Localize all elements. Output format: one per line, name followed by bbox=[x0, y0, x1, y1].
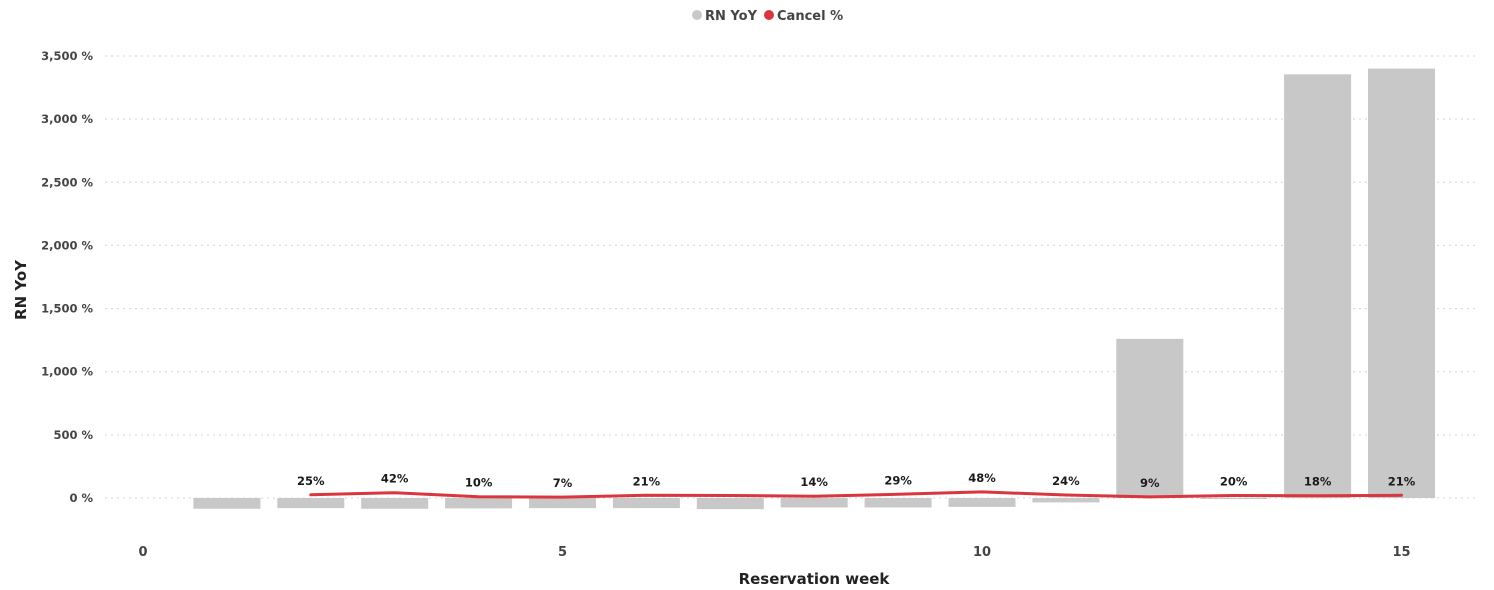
y-tick-label: 3,500 % bbox=[41, 49, 93, 63]
y-tick-label: 0 % bbox=[69, 491, 93, 505]
bar bbox=[193, 498, 261, 509]
bar bbox=[277, 498, 345, 509]
bar bbox=[612, 498, 680, 509]
legend-marker-cancel bbox=[764, 10, 774, 20]
y-axis-title: RN YoY bbox=[12, 259, 30, 320]
data-label: 25% bbox=[297, 474, 325, 488]
y-tick-label: 1,500 % bbox=[41, 302, 93, 316]
line-path bbox=[309, 490, 1403, 499]
y-tick-label: 500 % bbox=[53, 428, 93, 442]
bar bbox=[696, 498, 764, 510]
legend-label-cancel: Cancel % bbox=[777, 9, 843, 24]
bar bbox=[1032, 498, 1100, 503]
bar bbox=[445, 498, 513, 509]
bar bbox=[864, 498, 932, 508]
bar bbox=[1116, 338, 1184, 498]
y-tick-label: 1,000 % bbox=[41, 365, 93, 379]
gridlines bbox=[105, 55, 1475, 499]
legend: RN YoY Cancel % bbox=[692, 9, 843, 24]
data-label: 10% bbox=[465, 476, 493, 490]
data-label: 21% bbox=[1388, 474, 1416, 488]
x-tick-label: 5 bbox=[558, 545, 567, 560]
line-cancel-pct bbox=[309, 490, 1403, 499]
x-tick-label: 0 bbox=[138, 545, 147, 560]
bar bbox=[361, 498, 429, 509]
data-label: 29% bbox=[884, 473, 912, 487]
x-tick-label: 10 bbox=[973, 545, 991, 560]
bars-rn-yoy bbox=[193, 68, 1435, 510]
x-tick-label: 15 bbox=[1392, 545, 1410, 560]
bar bbox=[1284, 74, 1352, 498]
data-labels-cancel-pct: 25% 42% 10% 7% 21% 14% 29% 48% 24% 9% 20% 18% 21% bbox=[297, 471, 1416, 490]
y-axis-ticks: 0 % 500 % 1,000 % 1,500 % 2,000 % 2,500 % 3,00… bbox=[41, 49, 93, 505]
data-label: 24% bbox=[1052, 474, 1080, 488]
bar bbox=[948, 498, 1016, 507]
bar bbox=[1200, 498, 1268, 499]
data-label: 9% bbox=[1140, 476, 1160, 490]
data-label: 42% bbox=[381, 472, 409, 486]
bar bbox=[1368, 68, 1435, 498]
data-label: 21% bbox=[633, 474, 661, 488]
y-tick-label: 2,000 % bbox=[41, 238, 93, 252]
bar bbox=[780, 498, 848, 508]
data-label: 48% bbox=[968, 471, 996, 485]
x-axis-title: Reservation week bbox=[739, 570, 891, 588]
data-label: 14% bbox=[800, 475, 828, 489]
x-axis-ticks: 0 5 10 15 bbox=[138, 545, 1410, 560]
data-label: 7% bbox=[553, 476, 573, 490]
legend-label-rn-yoy: RN YoY bbox=[705, 9, 758, 24]
bar bbox=[529, 498, 596, 509]
legend-marker-rn-yoy bbox=[692, 10, 702, 20]
y-tick-label: 2,500 % bbox=[41, 175, 93, 189]
y-tick-label: 3,000 % bbox=[41, 112, 93, 126]
data-label: 20% bbox=[1220, 474, 1248, 488]
data-label: 18% bbox=[1304, 475, 1332, 489]
